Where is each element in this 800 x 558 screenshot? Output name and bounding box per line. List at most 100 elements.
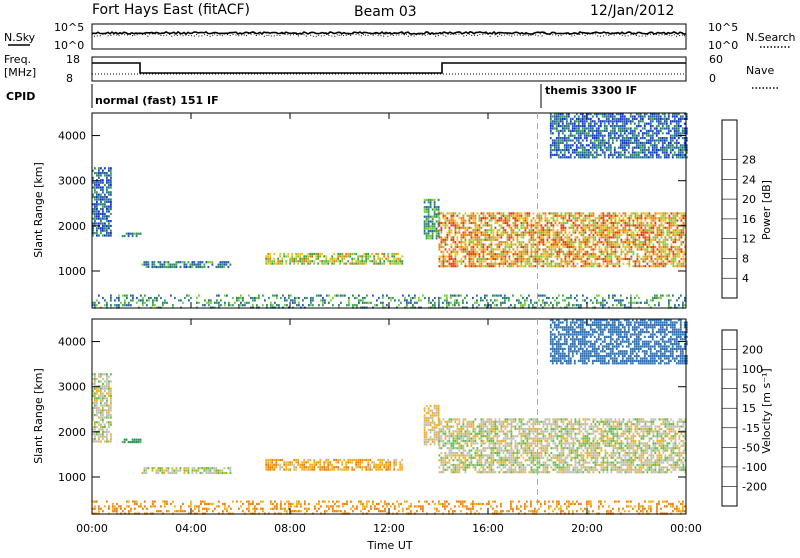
power-echo-cell	[282, 295, 284, 297]
power-echo-cell	[549, 263, 551, 265]
power-echo-cell	[656, 118, 658, 120]
power-echo-cell	[578, 154, 580, 156]
power-echo-cell	[108, 167, 110, 169]
power-echo-cell	[642, 132, 644, 134]
power-echo-cell	[108, 222, 110, 224]
power-echo-cell	[483, 217, 485, 219]
power-echo-cell	[102, 186, 104, 188]
power-echo-cell	[459, 232, 461, 234]
power-echo-cell	[663, 265, 665, 267]
power-echo-cell	[608, 139, 610, 141]
power-echo-cell	[648, 139, 650, 141]
power-echo-cell	[309, 255, 311, 257]
velocity-echo-cell	[98, 438, 100, 440]
power-echo-cell	[647, 239, 649, 241]
power-echo-cell	[487, 229, 489, 231]
power-echo-cell	[424, 216, 426, 218]
velocity-echo-cell	[347, 459, 349, 461]
power-echo-cell	[671, 239, 673, 241]
velocity-echo-cell	[102, 412, 104, 414]
power-echo-cell	[673, 234, 675, 236]
power-echo-cell	[325, 255, 327, 257]
power-echo-cell	[675, 217, 677, 219]
velocity-echo-cell	[96, 409, 98, 411]
power-echo-cell	[588, 130, 590, 132]
power-echo-cell	[100, 232, 102, 234]
power-echo-cell	[301, 260, 303, 262]
power-echo-cell	[553, 227, 555, 229]
power-echo-cell	[441, 227, 443, 229]
power-echo-cell	[629, 258, 631, 260]
power-echo-cell	[96, 186, 98, 188]
power-echo-cell	[576, 139, 578, 141]
power-echo-cell	[595, 263, 597, 265]
power-echo-cell	[580, 125, 582, 127]
power-echo-cell	[679, 246, 681, 248]
power-echo-cell	[525, 246, 527, 248]
power-echo-cell	[525, 260, 527, 262]
power-echo-cell	[661, 234, 663, 236]
power-echo-cell	[661, 229, 663, 231]
power-echo-cell	[575, 248, 577, 250]
power-echo-cell	[188, 261, 190, 263]
power-echo-cell	[301, 253, 303, 255]
power-echo-cell	[649, 251, 651, 253]
power-echo-cell	[206, 302, 208, 304]
power-echo-cell	[348, 299, 350, 301]
power-echo-cell	[545, 248, 547, 250]
power-echo-cell	[613, 215, 615, 217]
power-echo-cell	[461, 239, 463, 241]
velocity-echo-cell	[100, 426, 102, 428]
power-echo-cell	[362, 299, 364, 301]
velocity-echo-cell	[307, 469, 309, 471]
power-echo-cell	[640, 302, 642, 304]
velocity-echo-cell	[269, 464, 271, 466]
power-echo-cell	[644, 123, 646, 125]
power-echo-cell	[670, 299, 672, 301]
power-echo-cell	[638, 139, 640, 141]
power-echo-cell	[432, 220, 434, 222]
power-echo-cell	[401, 255, 403, 257]
power-echo-cell	[631, 224, 633, 226]
power-echo-cell	[432, 199, 434, 201]
power-echo-cell	[291, 258, 293, 260]
power-echo-cell	[568, 156, 570, 158]
power-echo-cell	[565, 236, 567, 238]
power-echo-cell	[517, 265, 519, 267]
power-echo-cell	[513, 232, 515, 234]
power-echo-cell	[285, 260, 287, 262]
power-echo-cell	[510, 304, 512, 306]
power-echo-cell	[634, 151, 636, 153]
power-echo-cell	[491, 258, 493, 260]
velocity-echo-cell	[393, 464, 395, 466]
velocity-echo-cell	[379, 466, 381, 468]
power-echo-cell	[632, 120, 634, 122]
power-echo-cell	[630, 132, 632, 134]
power-echo-cell	[636, 151, 638, 153]
power-echo-cell	[630, 137, 632, 139]
power-echo-cell	[481, 246, 483, 248]
power-echo-cell	[196, 266, 198, 268]
power-echo-cell	[408, 302, 410, 304]
power-echo-cell	[644, 144, 646, 146]
power-echo-cell	[531, 239, 533, 241]
power-echo-cell	[617, 239, 619, 241]
power-echo-cell	[595, 222, 597, 224]
power-echo-cell	[594, 156, 596, 158]
power-echo-cell	[124, 235, 126, 237]
power-echo-cell	[680, 132, 682, 134]
power-echo-cell	[513, 215, 515, 217]
velocity-echo-cell	[110, 424, 112, 426]
power-echo-cell	[571, 215, 573, 217]
power-echo-cell	[509, 258, 511, 260]
power-echo-cell	[491, 265, 493, 267]
power-echo-cell	[553, 236, 555, 238]
power-echo-cell	[529, 234, 531, 236]
power-echo-cell	[216, 295, 218, 297]
power-echo-cell	[98, 186, 100, 188]
power-echo-cell	[635, 234, 637, 236]
power-echo-cell	[563, 239, 565, 241]
power-echo-cell	[507, 220, 509, 222]
power-echo-cell	[291, 253, 293, 255]
power-echo-cell	[341, 255, 343, 257]
